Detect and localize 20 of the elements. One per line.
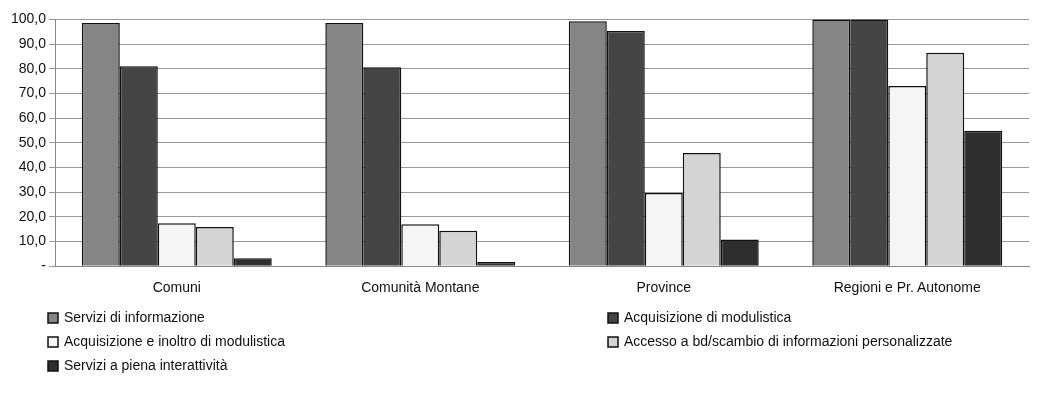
y-tick-label: 60,0: [18, 108, 47, 125]
legend-label: Accesso a bd/scambio di informazioni personalizzate: [624, 332, 953, 349]
x-tick-label: Comuni: [152, 279, 201, 296]
y-tick-label: -: [41, 257, 47, 274]
legend-label: Servizi di informazione: [64, 308, 206, 325]
x-tick-label: Province: [636, 279, 692, 296]
y-tick-label: 80,0: [18, 59, 47, 76]
y-tick-label: 70,0: [18, 84, 47, 101]
x-tick-label: Comunità Montane: [361, 279, 480, 296]
y-tick-label: 20,0: [18, 207, 47, 224]
x-tick-label: Regioni e Pr. Autonome: [833, 279, 982, 296]
legend-label: Acquisizione di modulistica: [624, 308, 792, 325]
y-tick-label: 10,0: [18, 232, 47, 249]
legend-label: Acquisizione e inoltro di modulistica: [64, 332, 286, 349]
y-tick-label: 30,0: [18, 183, 47, 200]
y-tick-label: 50,0: [18, 133, 47, 150]
legend-label: Servizi a piena interattività: [64, 356, 228, 373]
y-tick-label: 100,0: [10, 10, 47, 27]
y-tick-label: 90,0: [18, 34, 47, 51]
y-tick-label: 40,0: [18, 158, 47, 175]
